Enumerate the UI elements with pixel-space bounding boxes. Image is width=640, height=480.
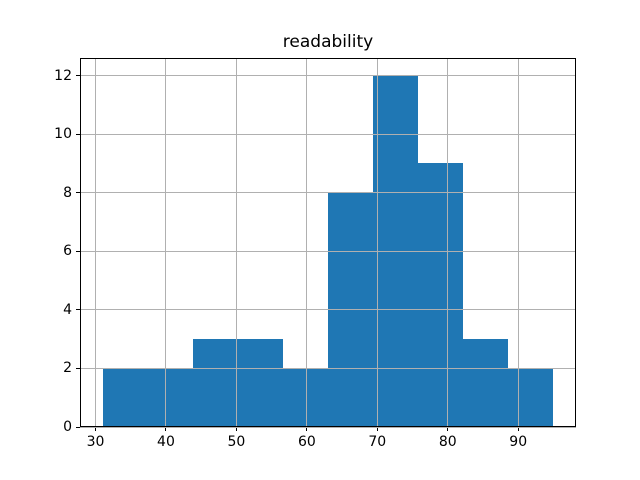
histogram-bar bbox=[192, 339, 238, 427]
chart-title: readability bbox=[282, 32, 374, 52]
gridline-vertical bbox=[376, 58, 378, 427]
gridline-horizontal bbox=[80, 426, 576, 428]
histogram-bar bbox=[237, 339, 283, 427]
gridline-vertical bbox=[165, 58, 167, 427]
gridline-horizontal bbox=[80, 367, 576, 369]
gridline-vertical bbox=[517, 58, 519, 427]
histogram-bar bbox=[418, 163, 464, 427]
y-tick-label: 2 bbox=[63, 360, 72, 377]
y-tick-mark bbox=[76, 75, 80, 77]
x-tick-label: 30 bbox=[86, 434, 105, 450]
gridline-horizontal bbox=[80, 133, 576, 135]
x-tick-mark bbox=[447, 427, 449, 431]
y-tick-label: 4 bbox=[63, 301, 72, 318]
x-tick-label: 70 bbox=[368, 434, 387, 450]
x-tick-mark bbox=[95, 427, 96, 431]
x-tick-mark bbox=[306, 427, 308, 431]
x-tick-mark bbox=[517, 427, 519, 431]
histogram-bar bbox=[102, 368, 148, 427]
y-tick-mark bbox=[76, 309, 80, 311]
y-tick-mark bbox=[76, 426, 80, 428]
y-tick-mark bbox=[76, 367, 80, 369]
histogram-bar bbox=[463, 339, 509, 427]
gridline-vertical bbox=[447, 58, 449, 427]
gridline-vertical bbox=[306, 58, 308, 427]
y-tick-mark bbox=[76, 133, 80, 135]
gridline-vertical bbox=[95, 58, 96, 427]
y-tick-label: 0 bbox=[63, 419, 72, 435]
y-tick-label: 12 bbox=[54, 67, 72, 84]
x-tick-label: 60 bbox=[297, 434, 316, 450]
gridline-vertical bbox=[235, 58, 237, 427]
histogram-bar bbox=[282, 368, 328, 427]
gridline-horizontal bbox=[80, 192, 576, 194]
y-tick-label: 6 bbox=[63, 243, 72, 260]
gridline-horizontal bbox=[80, 75, 576, 77]
x-tick-label: 90 bbox=[509, 434, 528, 450]
x-tick-mark bbox=[165, 427, 167, 431]
y-tick-label: 8 bbox=[63, 184, 72, 201]
x-tick-label: 80 bbox=[438, 434, 457, 450]
histogram-bar bbox=[508, 368, 554, 427]
y-tick-label: 10 bbox=[54, 126, 72, 143]
x-tick-label: 50 bbox=[227, 434, 246, 450]
x-tick-label: 40 bbox=[157, 434, 175, 450]
gridline-horizontal bbox=[80, 250, 576, 252]
y-tick-mark bbox=[76, 250, 80, 252]
plot-area bbox=[80, 58, 576, 428]
histogram-bar bbox=[147, 368, 193, 427]
gridline-horizontal bbox=[80, 309, 576, 311]
x-tick-mark bbox=[235, 427, 237, 431]
x-tick-mark bbox=[376, 427, 378, 431]
y-tick-mark bbox=[76, 192, 80, 194]
